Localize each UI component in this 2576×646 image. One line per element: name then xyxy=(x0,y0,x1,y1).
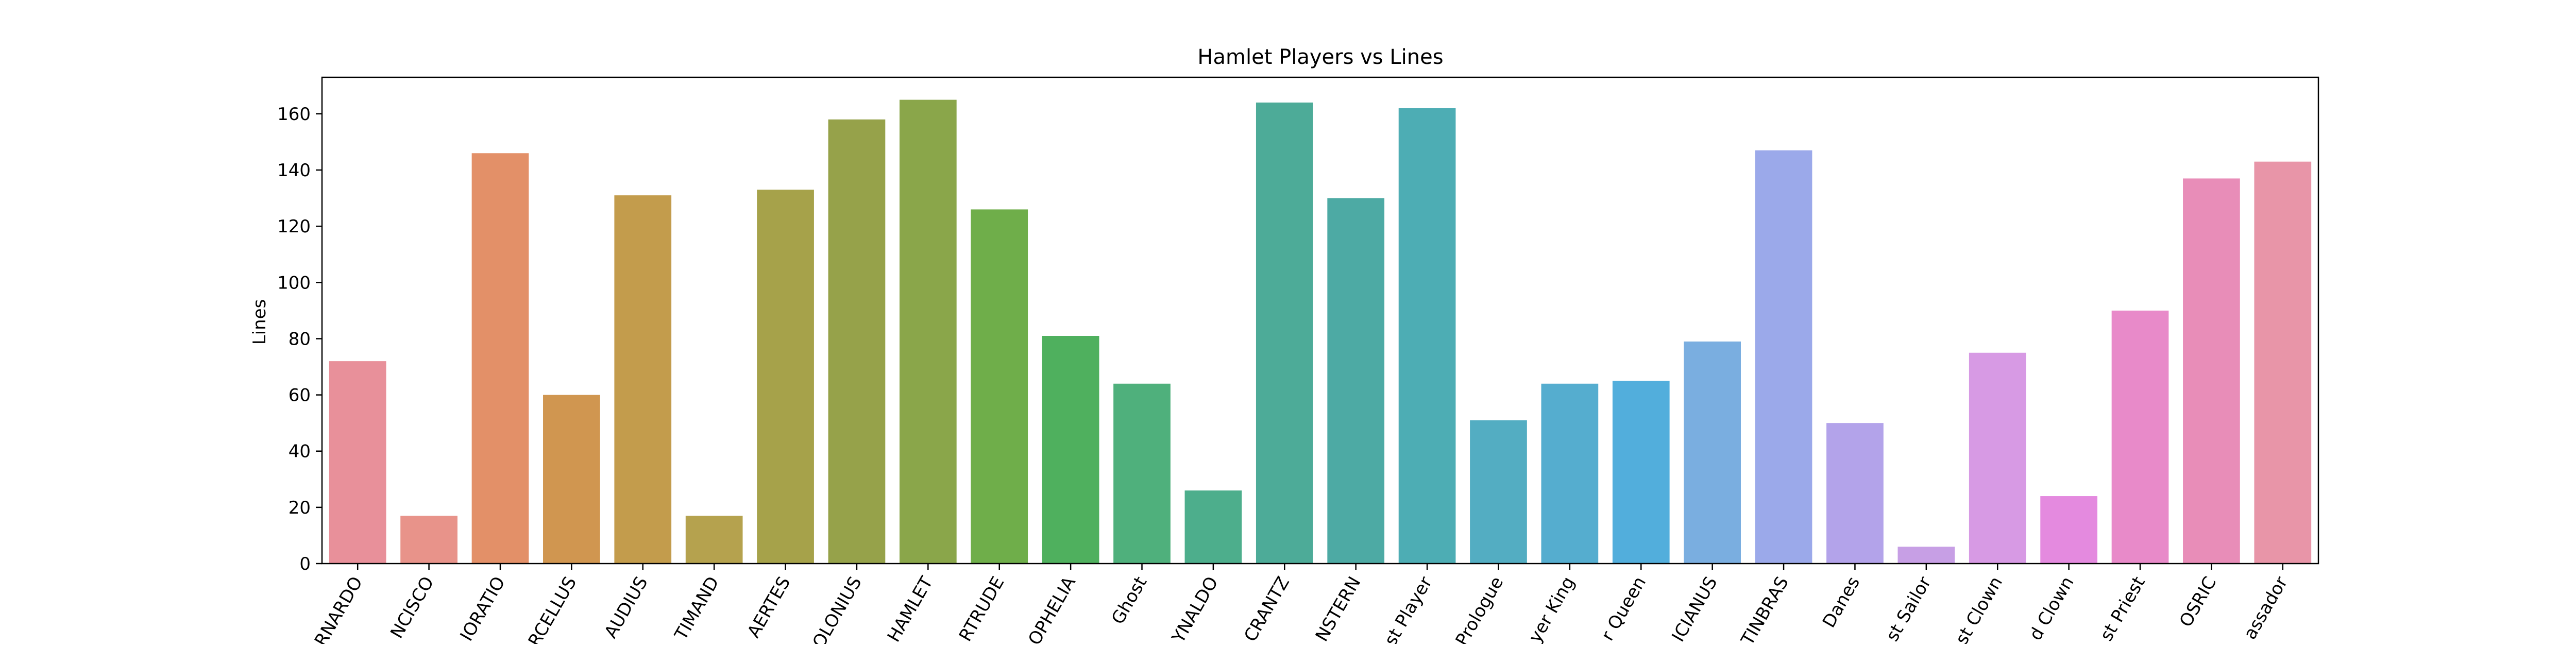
bar xyxy=(2040,496,2097,564)
chart-title: Hamlet Players vs Lines xyxy=(1197,45,1443,69)
y-axis-label: Lines xyxy=(249,299,270,345)
y-tick-label: 100 xyxy=(277,273,311,293)
x-tick-label: AERTES xyxy=(743,573,795,641)
x-tick-label: st Priest xyxy=(2096,573,2149,644)
x-tick-label: CRANTZ xyxy=(1240,573,1294,644)
bar xyxy=(971,209,1028,564)
bar xyxy=(1755,150,1812,564)
x-tick-label: yer King xyxy=(1525,573,1579,644)
bar xyxy=(1684,341,1741,564)
x-tick-label: AUDIUS xyxy=(601,573,652,642)
bar xyxy=(1969,352,2026,564)
bar xyxy=(2111,310,2169,564)
x-tick-label: Ghost xyxy=(1108,573,1151,628)
y-tick-label: 40 xyxy=(289,441,311,462)
x-tick-label: IORATIO xyxy=(456,573,510,644)
bar xyxy=(471,153,529,564)
y-tick-label: 0 xyxy=(299,554,311,574)
bar xyxy=(2183,178,2240,564)
bar xyxy=(400,516,457,564)
x-tick-label: RTRUDE xyxy=(955,573,1009,644)
bar xyxy=(1184,490,1242,564)
y-tick-label: 80 xyxy=(289,329,311,349)
x-tick-label: TIMAND xyxy=(670,573,723,644)
x-tick-label: d Clown xyxy=(2025,573,2078,644)
x-tick-label: OLONIUS xyxy=(808,573,866,644)
bar xyxy=(1398,108,1456,564)
bar xyxy=(329,361,386,564)
bar xyxy=(828,119,886,564)
x-tick-label: st Player xyxy=(1380,573,1436,644)
bar xyxy=(1327,198,1385,564)
bar xyxy=(614,195,672,564)
x-tick-label: YNALDO xyxy=(1168,573,1223,644)
bar xyxy=(1897,547,1955,564)
bar xyxy=(1541,383,1599,564)
x-tick-label: RCELLUS xyxy=(524,573,581,644)
y-tick-label: 140 xyxy=(277,160,311,181)
y-tick-label: 60 xyxy=(289,385,311,406)
x-tick-label: Prologue xyxy=(1452,573,1508,644)
bar xyxy=(1826,423,1884,564)
x-tick-label: OSRIC xyxy=(2176,573,2221,631)
x-tick-label: OPHELIA xyxy=(1024,573,1080,644)
x-tick-label: st Sailor xyxy=(1882,573,1936,644)
x-tick-label: RNARDO xyxy=(311,573,367,644)
x-tick-label: NCISCO xyxy=(386,573,438,642)
y-tick-label: 20 xyxy=(289,498,311,518)
bar xyxy=(1470,420,1527,564)
bar xyxy=(757,190,814,564)
bar xyxy=(1612,381,1670,564)
bar xyxy=(1256,103,1313,564)
bar xyxy=(2254,161,2312,564)
x-tick-label: ICIANUS xyxy=(1668,573,1721,644)
x-tick-label: Danes xyxy=(1819,573,1864,632)
y-tick-label: 160 xyxy=(277,104,311,125)
x-tick-label: assador xyxy=(2240,573,2292,643)
x-tick-label: TINBRAS xyxy=(1737,573,1792,644)
x-tick-label: r Queen xyxy=(1597,573,1650,644)
bar xyxy=(899,99,957,564)
y-tick-label: 120 xyxy=(277,216,311,237)
bar xyxy=(685,516,743,564)
bar xyxy=(543,395,600,564)
plot-area: 0 20 40 60 80 100 120 140 160 RNARDO NCISCO IORATIO… xyxy=(277,76,2319,646)
x-tick-label: HAMLET xyxy=(884,573,937,644)
axes-frame xyxy=(321,76,2319,565)
x-tick-label: st Clown xyxy=(1952,573,2007,644)
bar xyxy=(1113,383,1171,564)
x-tick-label: NSTERN xyxy=(1312,573,1365,644)
bar xyxy=(1042,336,1099,564)
